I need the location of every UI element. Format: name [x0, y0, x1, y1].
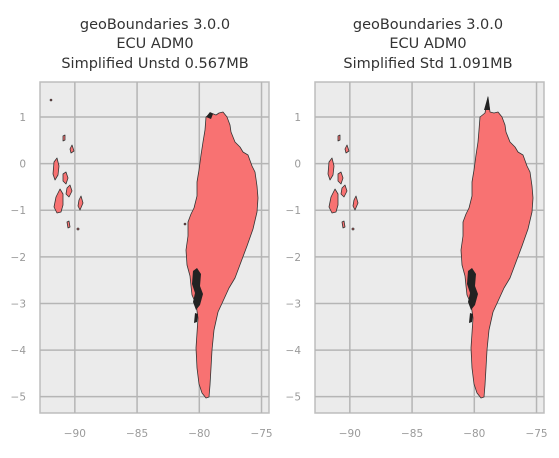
- x-tick-labels: −90 −85 −80 −75: [64, 428, 273, 440]
- y-tick-label: −5: [11, 392, 26, 404]
- x-tick-label: −75: [250, 428, 272, 440]
- x-tick-label: −75: [525, 428, 547, 440]
- gulf-detail: [469, 313, 473, 323]
- island-shape: [62, 171, 69, 185]
- island-shape: [53, 188, 64, 214]
- y-tick-label: −2: [11, 252, 26, 264]
- y-tick-labels: 1 0 −1 −2 −3 −4 −5: [286, 112, 302, 404]
- x-tick-label: −90: [339, 428, 361, 440]
- panel-title-line-2: ECU ADM0: [389, 36, 466, 52]
- coastline-detail: [192, 112, 213, 323]
- panel-title-line-1: geoBoundaries 3.0.0: [353, 17, 503, 33]
- grid-lines: [315, 82, 544, 413]
- coastline-detail: [467, 96, 490, 323]
- island-shape: [65, 184, 73, 198]
- y-tick-label: 1: [294, 112, 301, 124]
- y-tick-label: −3: [286, 298, 301, 310]
- y-tick-label: −3: [11, 298, 26, 310]
- island-shape: [344, 144, 350, 154]
- panel-title-line-1: geoBoundaries 3.0.0: [80, 17, 230, 33]
- y-tick-label: −1: [286, 205, 301, 217]
- mainland-shape: [185, 111, 259, 399]
- y-tick-labels: 1 0 −1 −2 −3 −4 −5: [11, 112, 27, 404]
- island-shape: [340, 184, 348, 198]
- panel-title-line-3: Simplified Unstd 0.567MB: [61, 56, 248, 72]
- x-tick-labels: −90 −85 −80 −75: [339, 428, 548, 440]
- y-tick-label: −1: [11, 205, 26, 217]
- x-tick-label: −80: [188, 428, 210, 440]
- island-shape: [77, 195, 84, 211]
- mainland-shape: [460, 96, 534, 399]
- y-tick-label: 1: [19, 112, 26, 124]
- gulf-detail: [192, 268, 203, 310]
- y-tick-label: −5: [286, 392, 301, 404]
- panel-title-line-2: ECU ADM0: [116, 36, 193, 52]
- island-shape: [337, 171, 344, 185]
- y-tick-label: 0: [294, 159, 301, 171]
- island-shape: [351, 227, 355, 231]
- island-shape: [52, 157, 60, 181]
- x-tick-label: −90: [64, 428, 86, 440]
- panel-title-line-3: Simplified Std 1.091MB: [343, 56, 512, 72]
- island-shape: [327, 157, 335, 181]
- island-shape: [69, 144, 75, 154]
- y-tick-label: 0: [19, 159, 26, 171]
- coast-detail: [206, 112, 213, 119]
- coast-detail: [484, 96, 490, 110]
- x-tick-label: −85: [126, 428, 148, 440]
- y-tick-label: −4: [286, 345, 302, 357]
- island-shape: [337, 134, 341, 142]
- island-shape: [66, 220, 71, 229]
- ecuador-boundary: [49, 98, 259, 399]
- y-tick-label: −4: [11, 345, 27, 357]
- island-shape: [76, 227, 80, 231]
- island-shape: [49, 98, 53, 102]
- x-tick-label: −85: [401, 428, 423, 440]
- y-tick-label: −2: [286, 252, 301, 264]
- ecuador-boundary: [327, 96, 534, 399]
- island-shape: [352, 195, 359, 211]
- x-tick-label: −80: [463, 428, 485, 440]
- island-shape: [341, 220, 346, 229]
- island-shape: [328, 188, 339, 214]
- gulf-detail: [467, 268, 478, 310]
- panel-std: geoBoundaries 3.0.0 ECU ADM0 Simplified …: [286, 17, 548, 440]
- island-shape: [183, 222, 187, 226]
- panel-unstd: geoBoundaries 3.0.0 ECU ADM0 Simplified …: [11, 17, 273, 440]
- island-shape: [62, 134, 66, 142]
- gulf-detail: [194, 313, 198, 323]
